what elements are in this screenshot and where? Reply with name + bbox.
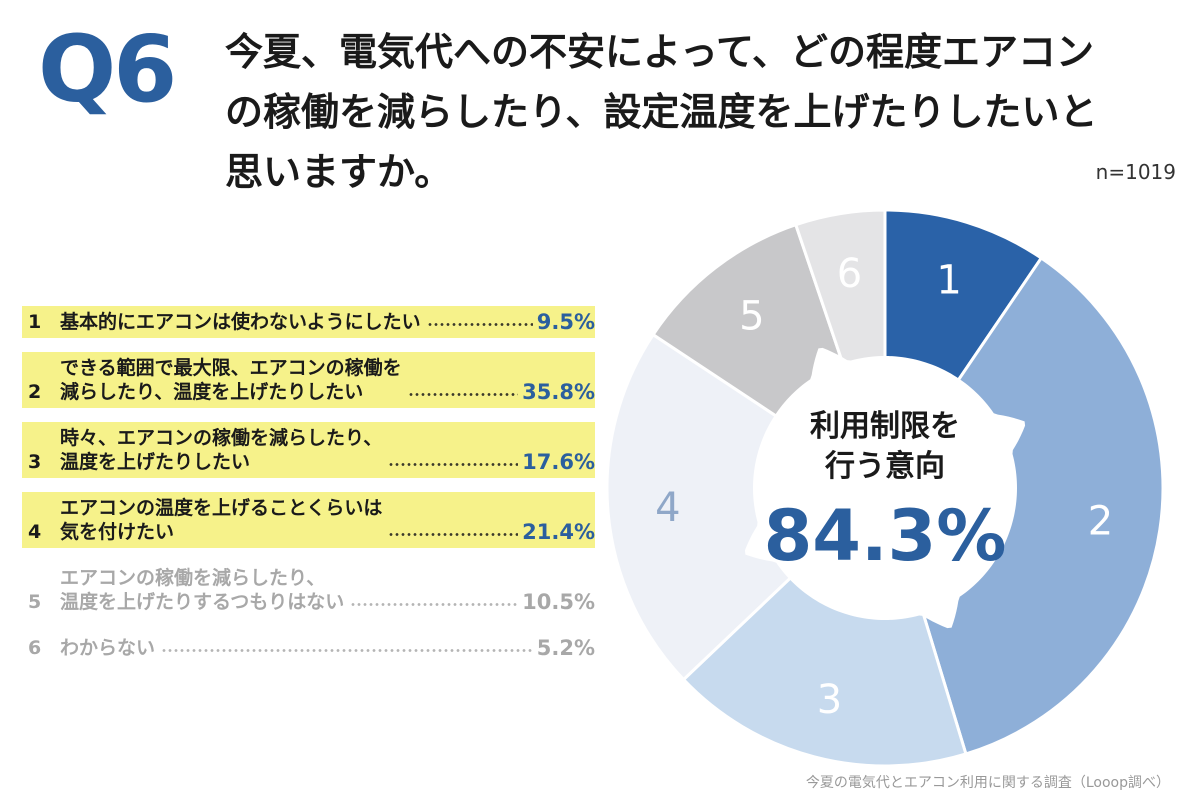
legend-item-percent: 5.2% [536, 636, 595, 660]
legend-item-leader-dots [350, 603, 519, 606]
legend-item-text: エアコンの温度を上げることくらいは 気を付けたい [60, 497, 383, 543]
answer-legend: 1 基本的にエアコンは使わないようにしたい 9.5% 2 できる範囲で最大限、エアコンの… [22, 306, 595, 678]
legend-item-number: 5 [28, 591, 42, 613]
legend-item-3: 3 時々、エアコンの稼働を減らしたり、 温度を上げたりしたい 17.6% [22, 422, 595, 478]
legend-item-number: 4 [28, 521, 42, 543]
slice-label-6: 6 [837, 251, 862, 297]
legend-item-text: エアコンの稼働を減らしたり、 温度を上げたりするつもりはない [60, 567, 345, 613]
donut-center-burst [744, 347, 1026, 629]
legend-item-1: 1 基本的にエアコンは使わないようにしたい 9.5% [22, 306, 595, 338]
legend-item-text: わからない [60, 637, 156, 659]
legend-item-percent: 9.5% [536, 310, 595, 334]
legend-item-percent: 21.4% [522, 520, 595, 544]
slice-label-3: 3 [817, 677, 842, 723]
slice-label-2: 2 [1088, 499, 1113, 545]
slice-label-5: 5 [739, 293, 764, 339]
slice-label-4: 4 [655, 485, 680, 531]
legend-item-2: 2 できる範囲で最大限、エアコンの稼働を 減らしたり、温度を上げたりしたい 35.8… [22, 352, 595, 408]
legend-item-percent: 17.6% [522, 450, 595, 474]
legend-item-percent: 10.5% [522, 590, 595, 614]
legend-item-leader-dots [388, 463, 519, 466]
legend-item-number: 1 [28, 311, 42, 333]
legend-item-leader-dots [388, 533, 519, 536]
legend-item-text: できる範囲で最大限、エアコンの稼働を 減らしたり、温度を上げたりしたい [60, 357, 402, 403]
sample-size: n=1019 [1095, 160, 1176, 184]
legend-item-5: 5 エアコンの稼働を減らしたり、 温度を上げたりするつもりはない 10.5% [22, 562, 595, 618]
pie-slice-2 [883, 255, 1165, 756]
question-title: 今夏、電気代への不安によって、どの程度エアコン の稼働を減らしたり、設定温度を上… [225, 22, 1180, 202]
legend-item-text: 時々、エアコンの稼働を減らしたり、 温度を上げたりしたい [60, 427, 383, 473]
legend-item-leader-dots [426, 323, 533, 326]
center-value: 84.3% [764, 495, 1007, 577]
legend-item-number: 3 [28, 451, 42, 473]
legend-item-text: 基本的にエアコンは使わないようにしたい [60, 311, 421, 333]
legend-item-leader-dots [161, 649, 533, 652]
legend-item-6: 6 わからない 5.2% [22, 632, 595, 664]
question-number: Q6 [38, 16, 177, 123]
legend-item-4: 4 エアコンの温度を上げることくらいは 気を付けたい 21.4% [22, 492, 595, 548]
pie-slice-4 [605, 332, 888, 682]
source-note: 今夏の電気代とエアコン利用に関する調査（Looop調べ） [805, 775, 1170, 791]
legend-item-leader-dots [407, 393, 519, 396]
legend-item-number: 2 [28, 381, 42, 403]
question-title-line-2: の稼働を減らしたり、設定温度を上げたりしたいと [225, 90, 1098, 134]
legend-item-percent: 35.8% [522, 380, 595, 404]
question-title-line-3: 思いますか。 [225, 150, 453, 194]
legend-item-number: 6 [28, 637, 42, 659]
center-label-line-1: 利用制限を [810, 409, 960, 444]
question-title-line-1: 今夏、電気代への不安によって、どの程度エアコン [225, 30, 1095, 74]
slice-label-1: 1 [936, 258, 961, 304]
center-label-line-2: 行う意向 [824, 449, 945, 484]
